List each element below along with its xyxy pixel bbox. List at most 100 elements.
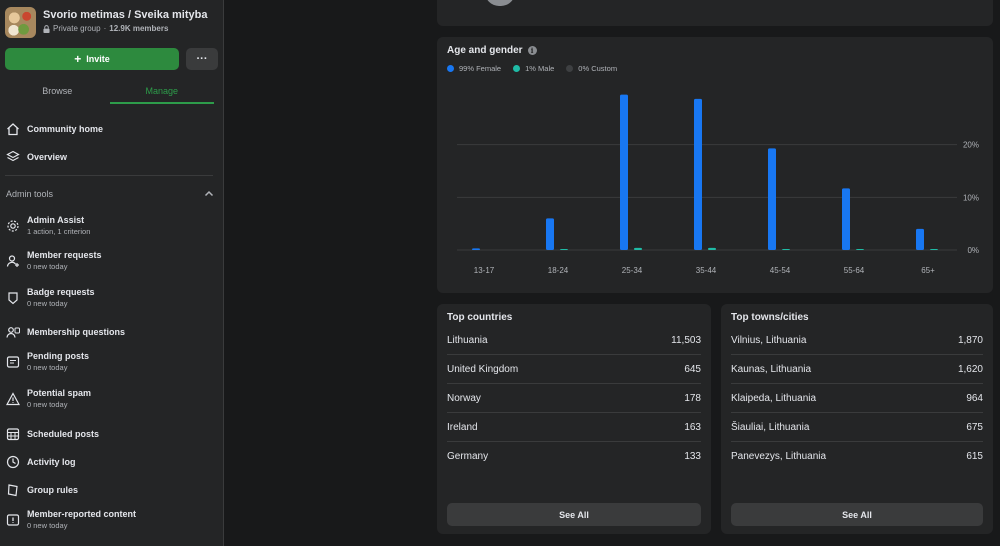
bar-99-female	[842, 188, 850, 250]
sidebar-item-badge-requests[interactable]: Badge requests 0 new today	[5, 286, 215, 309]
home-icon	[5, 121, 20, 136]
legend-male-label: 1% Male	[525, 64, 555, 73]
invite-button[interactable]: + Invite	[5, 48, 179, 70]
list-item: Panevezys, Lithuania 615	[731, 442, 983, 471]
sidebar-item-admin-assist[interactable]: Admin Assist 1 action, 1 criterion	[5, 214, 215, 237]
sidebar-item-member-requests[interactable]: Member requests 0 new today	[5, 249, 215, 272]
sidebar-item-member-reported-content[interactable]: Member-reported content 0 new today	[5, 508, 215, 531]
list-item: Germany 133	[447, 442, 701, 471]
city-name: Kaunas, Lithuania	[731, 363, 812, 375]
y-tick-label: 10%	[963, 193, 979, 202]
legend-custom-swatch	[566, 65, 574, 72]
sidebar-item-label: Member requests	[27, 250, 102, 260]
invite-label: Invite	[86, 54, 110, 64]
country-name: Lithuania	[447, 334, 488, 346]
admin-tools-label: Admin tools	[6, 189, 54, 199]
member-count[interactable]: 12.9K members	[109, 24, 169, 33]
country-name: United Kingdom	[447, 363, 519, 375]
country-name: Norway	[447, 392, 481, 404]
sidebar-item-label: Overview	[27, 151, 68, 162]
list-item: Lithuania 11,503	[447, 326, 701, 355]
y-tick-label: 0%	[967, 246, 979, 255]
group-header[interactable]: Svorio metimas / Sveika mityba Private g…	[5, 7, 219, 39]
legend-female-swatch	[447, 65, 454, 72]
sidebar-item-activity-log[interactable]: Activity log	[5, 454, 215, 469]
layers-icon	[5, 149, 20, 164]
country-name: Germany	[447, 451, 489, 462]
legend-custom-label: 0% Custom	[578, 64, 618, 73]
sidebar-item-sub: 1 action, 1 criterion	[27, 227, 91, 236]
sidebar-tabs: Browse Manage	[5, 81, 214, 104]
bar-1-male	[782, 248, 790, 250]
city-name: Šiauliai, Lithuania	[731, 421, 810, 433]
previous-card-stub	[437, 0, 993, 26]
sidebar-item-label: Admin Assist	[27, 215, 85, 225]
sidebar: Svorio metimas / Sveika mityba Private g…	[0, 0, 224, 546]
calendar-icon	[5, 426, 20, 441]
x-tick-label: 55-64	[844, 266, 865, 275]
clock-icon	[5, 454, 20, 469]
sidebar-item-label: Potential spam	[27, 388, 92, 398]
top-countries-card: Top countries Lithuania 11,503 United Kin…	[437, 304, 711, 534]
bar-1-male	[708, 247, 716, 250]
info-icon[interactable]: i	[527, 46, 537, 55]
country-count: 645	[684, 363, 701, 375]
bar-1-male	[634, 247, 642, 250]
city-count: 1,870	[957, 334, 983, 346]
legend-female: 99% Female	[447, 64, 501, 73]
more-options-button[interactable]: ···	[186, 48, 218, 70]
member-requests-icon	[5, 253, 20, 268]
legend-male-swatch	[513, 65, 521, 72]
top-countries-title: Top countries	[447, 312, 513, 323]
sidebar-item-label: Community home	[27, 123, 104, 134]
sidebar-item-label: Badge requests	[27, 287, 95, 297]
list-item: Klaipeda, Lithuania 964	[731, 384, 983, 413]
sidebar-item-community-home[interactable]: Community home	[5, 121, 215, 136]
sidebar-item-scheduled-posts[interactable]: Scheduled posts	[5, 426, 215, 441]
bar-99-female	[694, 98, 702, 250]
meta-separator: ·	[103, 24, 107, 33]
chevron-up-icon[interactable]	[204, 189, 214, 199]
city-name: Klaipeda, Lithuania	[731, 392, 817, 404]
x-tick-label: 35-44	[696, 266, 717, 275]
admin-tools-section-header[interactable]: Admin tools	[6, 189, 214, 199]
see-all-countries-button[interactable]: See All	[447, 503, 701, 526]
legend-female-label: 99% Female	[459, 64, 502, 73]
sidebar-item-label: Group rules	[27, 484, 79, 495]
group-meta: Private group · 12.9K members	[43, 23, 207, 35]
tab-manage[interactable]: Manage	[109, 81, 214, 104]
tab-browse[interactable]: Browse	[42, 86, 73, 96]
chart-legend: 99% Female 1% Male 0% Custom	[447, 64, 617, 73]
rules-icon	[5, 482, 20, 497]
group-title[interactable]: Svorio metimas / Sveika mityba	[43, 9, 208, 21]
list-item: Vilnius, Lithuania 1,870	[731, 326, 983, 355]
city-count: 675	[966, 421, 983, 433]
group-cover-thumbnail[interactable]	[5, 7, 36, 38]
age-gender-card: Age and gender i 99% Female 1% Male 0% C…	[437, 37, 993, 293]
lock-icon	[43, 25, 50, 33]
plus-icon: +	[74, 52, 82, 66]
sidebar-item-sub: 0 new today	[27, 521, 68, 530]
age-gender-title-text: Age and gender	[447, 45, 523, 56]
bar-1-male	[560, 248, 568, 250]
avatar[interactable]	[485, 0, 515, 6]
sidebar-item-sub: 0 new today	[27, 299, 68, 308]
country-count: 178	[684, 392, 701, 404]
sidebar-item-overview[interactable]: Overview	[5, 149, 215, 164]
sidebar-item-sub: 0 new today	[27, 400, 68, 409]
bar-99-female	[916, 228, 924, 250]
sidebar-item-pending-posts[interactable]: Pending posts 0 new today	[5, 350, 215, 373]
legend-custom: 0% Custom	[566, 64, 617, 73]
sidebar-item-potential-spam[interactable]: Potential spam 0 new today	[5, 387, 215, 410]
age-gender-chart: 0% 10% 20% 13-17 18-24 25-34 35-44 45-54 55-64 65…	[457, 94, 979, 275]
legend-male: 1% Male	[513, 64, 554, 73]
bar-99-female	[768, 148, 776, 250]
bar-1-male	[930, 249, 938, 250]
city-count: 615	[966, 451, 983, 462]
badge-icon	[5, 290, 20, 305]
bar-99-female	[546, 218, 554, 250]
list-item: Norway 178	[447, 384, 701, 413]
see-all-cities-button[interactable]: See All	[731, 503, 983, 526]
sidebar-item-group-rules[interactable]: Group rules	[5, 482, 215, 497]
sidebar-item-membership-questions[interactable]: Membership questions	[5, 324, 215, 339]
